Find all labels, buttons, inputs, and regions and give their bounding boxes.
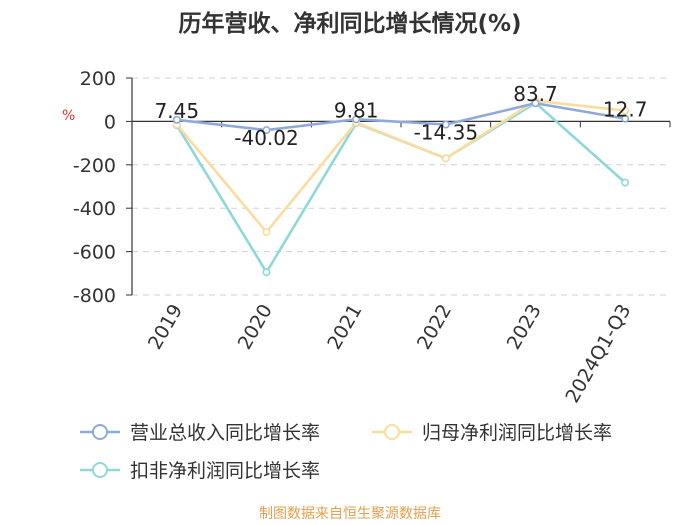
y-tick-label: 0 [104, 111, 116, 133]
chart-title: 历年营收、净利同比增长情况(%) [178, 11, 522, 37]
data-point [621, 178, 630, 187]
data-source-note: 制图数据来自恒生聚源数据库 [259, 506, 441, 522]
legend-item-deducted-profit[interactable]: 扣非净利润同比增长率 [78, 456, 320, 483]
y-tick-labels: 200 0 -200 -400 -600 -800 [73, 68, 116, 307]
x-tick-label: 2023 [503, 301, 546, 354]
x-tick-labels: 2019 2020 2021 2022 2023 2024Q1-Q3 [144, 301, 636, 407]
series-line [176, 101, 626, 132]
data-label: 9.81 [334, 98, 379, 122]
series-line [175, 99, 626, 234]
x-tick-label: 2022 [413, 301, 456, 354]
data-labels: 7.45 -40.02 9.81 -14.35 83.7 12.7 [155, 82, 648, 150]
y-tick-label: -800 [73, 285, 116, 307]
y-tick-label: 200 [80, 68, 116, 90]
data-label: -40.02 [234, 126, 298, 150]
series-lines [175, 99, 627, 274]
y-tick-label: -400 [73, 198, 116, 220]
data-point [172, 115, 181, 124]
data-label: -14.35 [414, 121, 478, 145]
data-point [262, 228, 271, 237]
data-point [262, 268, 271, 277]
x-tick-label: 2021 [323, 301, 366, 354]
x-tick-label: 2020 [234, 301, 277, 354]
y-axis-unit-label: % [62, 108, 76, 124]
legend-label-deducted-profit: 扣非净利润同比增长率 [130, 460, 321, 482]
legend-deducted-profit-icon [80, 461, 120, 478]
legend-revenue-icon [80, 423, 120, 440]
legend-net-profit-icon [372, 423, 412, 440]
data-point [352, 115, 361, 124]
legend-label-revenue: 营业总收入同比增长率 [130, 422, 321, 444]
data-label: 12.7 [603, 98, 648, 122]
gridlines [126, 77, 670, 296]
legend-item-net-profit[interactable]: 归母净利润同比增长率 [370, 418, 612, 445]
data-point [441, 154, 450, 163]
x-tick-label: 2024Q1-Q3 [561, 301, 635, 407]
legend-label-net-profit: 归母净利润同比增长率 [422, 422, 613, 444]
y-tick-label: -200 [73, 155, 116, 177]
legend-item-revenue[interactable]: 营业总收入同比增长率 [78, 418, 320, 445]
series-points [172, 96, 630, 277]
x-tick-label: 2019 [144, 301, 187, 354]
data-label: 7.45 [155, 99, 200, 123]
data-point [531, 99, 540, 108]
data-point [441, 120, 450, 129]
data-point [621, 114, 630, 123]
data-point [621, 106, 630, 115]
y-tick-label: -600 [73, 242, 116, 264]
data-point [262, 126, 271, 135]
data-label: 83.7 [513, 82, 558, 106]
